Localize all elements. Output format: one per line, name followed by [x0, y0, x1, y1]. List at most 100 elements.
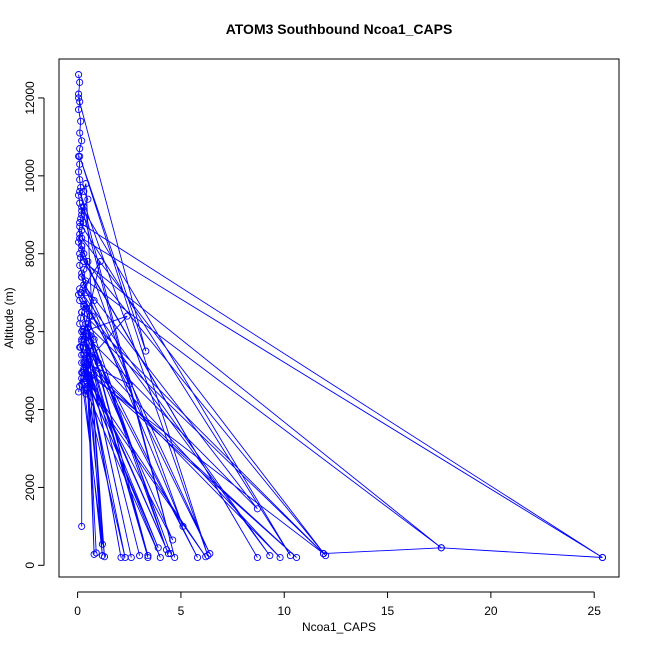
data-point — [76, 152, 84, 160]
data-point — [84, 347, 92, 355]
data-point — [322, 552, 330, 560]
data-point — [75, 71, 83, 79]
data-point — [156, 553, 164, 562]
data-point — [76, 261, 84, 269]
data-point — [266, 552, 274, 560]
series-line-4 — [80, 261, 131, 553]
data-point — [82, 180, 90, 188]
data-point — [82, 374, 90, 382]
data-point — [82, 339, 90, 347]
data-point — [94, 359, 102, 367]
data-point — [144, 552, 152, 560]
data-point — [78, 335, 86, 343]
x-tick-label: 0 — [74, 604, 81, 618]
data-point — [82, 386, 90, 394]
data-point — [76, 176, 84, 184]
data-point — [169, 536, 177, 544]
data-point — [88, 312, 96, 320]
data-point — [76, 160, 84, 168]
data-point — [167, 550, 175, 558]
data-point — [80, 300, 88, 308]
data-point — [76, 187, 84, 195]
data-point — [82, 390, 90, 398]
x-tick-label: 15 — [381, 604, 395, 618]
data-point — [76, 234, 84, 242]
data-point — [76, 129, 84, 137]
data-point — [86, 355, 94, 363]
data-point — [78, 269, 86, 277]
y-tick-label: 10000 — [23, 159, 37, 193]
y-axis-label: Altitude (m) — [2, 287, 16, 348]
x-tick-label: 5 — [178, 604, 185, 618]
data-point — [86, 312, 94, 320]
data-point — [80, 265, 88, 273]
data-point — [82, 320, 90, 328]
data-point — [286, 552, 294, 560]
data-point — [76, 78, 84, 86]
data-point — [78, 308, 86, 316]
y-tick-label: 6000 — [23, 318, 37, 345]
x-axis-label: Ncoa1_CAPS — [302, 620, 376, 634]
data-point — [80, 250, 88, 258]
plot-frame — [58, 58, 620, 578]
data-point — [78, 328, 86, 336]
data-point — [171, 553, 179, 562]
y-tick-label: 12000 — [23, 81, 37, 115]
series-points — [75, 71, 607, 562]
data-point — [276, 553, 284, 562]
data-point — [76, 199, 84, 207]
data-point — [319, 550, 328, 558]
axes: 0 5 10 15 20 25 0 2000 4000 6000 8000 10000 12000 — [23, 81, 601, 618]
data-point — [90, 296, 98, 305]
data-point — [253, 553, 261, 562]
data-point — [77, 289, 85, 297]
data-point — [77, 117, 85, 125]
data-point — [193, 553, 202, 562]
y-tick-label: 0 — [23, 562, 37, 569]
data-point — [136, 552, 144, 560]
data-point — [78, 203, 86, 211]
data-point — [86, 382, 94, 390]
data-point — [80, 281, 88, 289]
x-tick-label: 25 — [588, 604, 602, 618]
data-point — [78, 226, 86, 234]
data-point — [76, 222, 84, 231]
data-point — [82, 304, 90, 312]
x-tick-label: 20 — [484, 604, 498, 618]
data-point — [76, 296, 84, 305]
data-point — [84, 367, 92, 375]
data-point — [75, 106, 83, 114]
data-point — [84, 324, 92, 332]
data-point — [144, 553, 152, 562]
data-point — [100, 553, 109, 561]
data-point — [164, 550, 173, 558]
data-point — [82, 363, 90, 371]
data-point — [84, 257, 92, 266]
data-point — [80, 351, 88, 359]
data-point — [96, 257, 104, 266]
data-point — [76, 250, 84, 258]
data-point — [82, 359, 90, 367]
data-point — [123, 312, 131, 320]
data-point — [84, 195, 92, 203]
data-point — [78, 359, 86, 367]
x-tick-label: 10 — [278, 604, 292, 618]
data-point — [437, 544, 445, 552]
data-point — [90, 335, 98, 343]
data-point — [80, 335, 88, 343]
data-point — [80, 378, 88, 386]
series-line-2 — [78, 97, 603, 558]
y-tick-label: 4000 — [23, 396, 37, 423]
data-point — [293, 553, 301, 562]
data-point — [117, 553, 125, 562]
data-point — [75, 191, 83, 199]
data-point — [76, 230, 84, 238]
data-point — [82, 289, 90, 297]
data-point — [80, 328, 88, 336]
data-point — [76, 98, 84, 106]
data-point — [78, 273, 86, 281]
data-point — [121, 553, 129, 562]
data-point — [90, 550, 98, 558]
